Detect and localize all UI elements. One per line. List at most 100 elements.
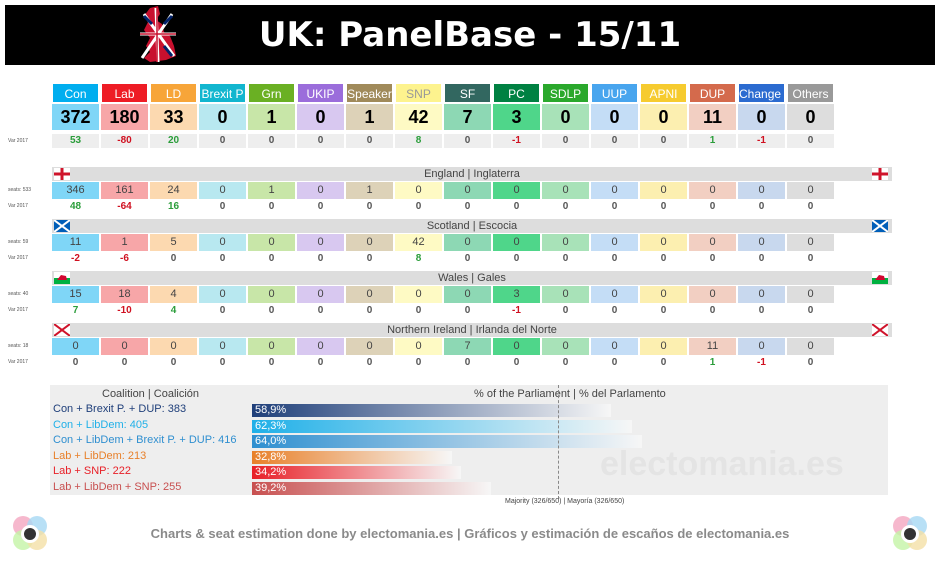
region-flag-icon-2-1 <box>872 272 888 284</box>
region-seat-0-3: 0 <box>199 182 246 199</box>
region-flag-icon-0-1 <box>872 168 888 180</box>
region-var-0-9: 0 <box>513 201 520 212</box>
region-seat-0-12: 0 <box>640 182 687 199</box>
region-seat-0-10: 0 <box>542 182 589 199</box>
region-seat-0-8: 0 <box>444 182 491 199</box>
region-var-3-8: 0 <box>464 357 471 368</box>
region-seat-1-12: 0 <box>640 234 687 251</box>
region-var-2-6: 0 <box>366 305 373 316</box>
total-var-8: 0 <box>444 134 491 148</box>
region-var-2-13: 0 <box>709 305 716 316</box>
party-header-12: APNI <box>640 83 687 103</box>
region-var-2-10: 0 <box>562 305 569 316</box>
region-seat-1-14: 0 <box>738 234 785 251</box>
region-seat-3-4: 0 <box>248 338 295 355</box>
region-seat-2-2: 4 <box>150 286 197 303</box>
party-header-10: SDLP <box>542 83 589 103</box>
coalition-bar-3: 32,8% <box>252 450 453 464</box>
region-seat-3-1: 0 <box>101 338 148 355</box>
region-var-3-4: 0 <box>268 357 275 368</box>
region-var-3-5: 0 <box>317 357 324 368</box>
region-var-1-1: -6 <box>120 253 129 264</box>
total-seats-1: 180 <box>101 104 148 130</box>
region-seat-3-7: 0 <box>395 338 442 355</box>
region-var-0-2: 16 <box>167 201 180 212</box>
total-seats-10: 0 <box>542 104 589 130</box>
region-seat-3-8: 7 <box>444 338 491 355</box>
region-var-3-2: 0 <box>170 357 177 368</box>
region-seat-2-0: 15 <box>52 286 99 303</box>
region-seat-2-4: 0 <box>248 286 295 303</box>
total-seats-13: 11 <box>689 104 736 130</box>
coalition-label-4: Lab + SNP: 222 <box>53 465 131 477</box>
total-seats-5: 0 <box>297 104 344 130</box>
region-seat-1-6: 0 <box>346 234 393 251</box>
region-title-0: England | Inglaterra <box>52 167 892 181</box>
region-var-3-13: 1 <box>709 357 716 368</box>
region-seats-label-0: seats: 533 <box>8 187 32 193</box>
total-var-4: 0 <box>248 134 295 148</box>
coalition-title: Coalition | Coalición <box>102 388 200 400</box>
region-var-0-0: 48 <box>69 201 82 212</box>
region-var-2-8: 0 <box>464 305 471 316</box>
region-title-1: Scotland | Escocia <box>52 219 892 233</box>
region-seat-0-9: 0 <box>493 182 540 199</box>
region-seat-3-3: 0 <box>199 338 246 355</box>
region-seat-3-9: 0 <box>493 338 540 355</box>
total-seats-11: 0 <box>591 104 638 130</box>
region-var-2-0: 7 <box>72 305 79 316</box>
region-var-0-6: 0 <box>366 201 373 212</box>
region-var-0-5: 0 <box>317 201 324 212</box>
region-var-label-1: Var 2017 <box>8 255 28 261</box>
region-seat-3-12: 0 <box>640 338 687 355</box>
region-seat-0-4: 1 <box>248 182 295 199</box>
region-var-label-3: Var 2017 <box>8 359 28 365</box>
region-seats-label-2: seats: 40 <box>8 291 29 297</box>
total-seats-9: 3 <box>493 104 540 130</box>
total-var-13: 1 <box>689 134 736 148</box>
region-title-3: Northern Ireland | Irlanda del Norte <box>52 323 892 337</box>
majority-line <box>558 385 560 499</box>
total-seats-8: 7 <box>444 104 491 130</box>
region-var-2-12: 0 <box>660 305 667 316</box>
region-var-3-0: 0 <box>72 357 79 368</box>
region-seat-3-13: 11 <box>689 338 736 355</box>
region-seat-0-15: 0 <box>787 182 834 199</box>
region-var-2-15: 0 <box>807 305 814 316</box>
totals-var-row: 53 -80 20 0 0 0 0 8 0 -1 0 0 0 1 -1 0 <box>52 134 836 148</box>
region-seat-3-0: 0 <box>52 338 99 355</box>
region-seat-2-11: 0 <box>591 286 638 303</box>
region-var-label-2: Var 2017 <box>8 307 28 313</box>
total-seats-3: 0 <box>199 104 246 130</box>
region-var-1-4: 0 <box>268 253 275 264</box>
parliament-title: % of the Parliament | % del Parlamento <box>474 388 666 400</box>
coalition-bar-5: 39,2% <box>252 481 492 495</box>
region-title-2: Wales | Gales <box>52 271 892 285</box>
region-var-1-10: 0 <box>562 253 569 264</box>
region-var-1-14: 0 <box>758 253 765 264</box>
region-var-0-8: 0 <box>464 201 471 212</box>
region-seat-1-5: 0 <box>297 234 344 251</box>
region-var-1-8: 0 <box>464 253 471 264</box>
total-var-11: 0 <box>591 134 638 148</box>
region-var-2-7: 0 <box>415 305 422 316</box>
region-seats-row-0: 346 161 24 0 1 0 1 0 0 0 0 0 0 0 0 0 <box>52 182 836 199</box>
region-seat-0-11: 0 <box>591 182 638 199</box>
total-var-12: 0 <box>640 134 687 148</box>
party-header-11: UUP <box>591 83 638 103</box>
region-var-2-3: 0 <box>219 305 226 316</box>
coalition-label-5: Lab + LibDem + SNP: 255 <box>53 480 182 493</box>
electomania-logo-icon-right <box>893 516 927 550</box>
party-header-3: Brexit P <box>199 83 246 103</box>
region-var-1-2: 0 <box>170 253 177 264</box>
region-var-3-3: 0 <box>219 357 226 368</box>
region-seat-0-5: 0 <box>297 182 344 199</box>
region-var-row-3: 0 0 0 0 0 0 0 0 0 0 0 0 0 1 -1 0 <box>52 356 836 369</box>
total-seats-2: 33 <box>150 104 197 130</box>
coalition-label-2: Con + LibDem + Brexit P. + DUP: 416 <box>53 434 237 446</box>
region-seats-row-2: 15 18 4 0 0 0 0 0 0 3 0 0 0 0 0 0 <box>52 286 836 303</box>
watermark: electomania.es <box>600 445 844 483</box>
region-var-2-11: 0 <box>611 305 618 316</box>
region-var-0-11: 0 <box>611 201 618 212</box>
total-seats-4: 1 <box>248 104 295 130</box>
